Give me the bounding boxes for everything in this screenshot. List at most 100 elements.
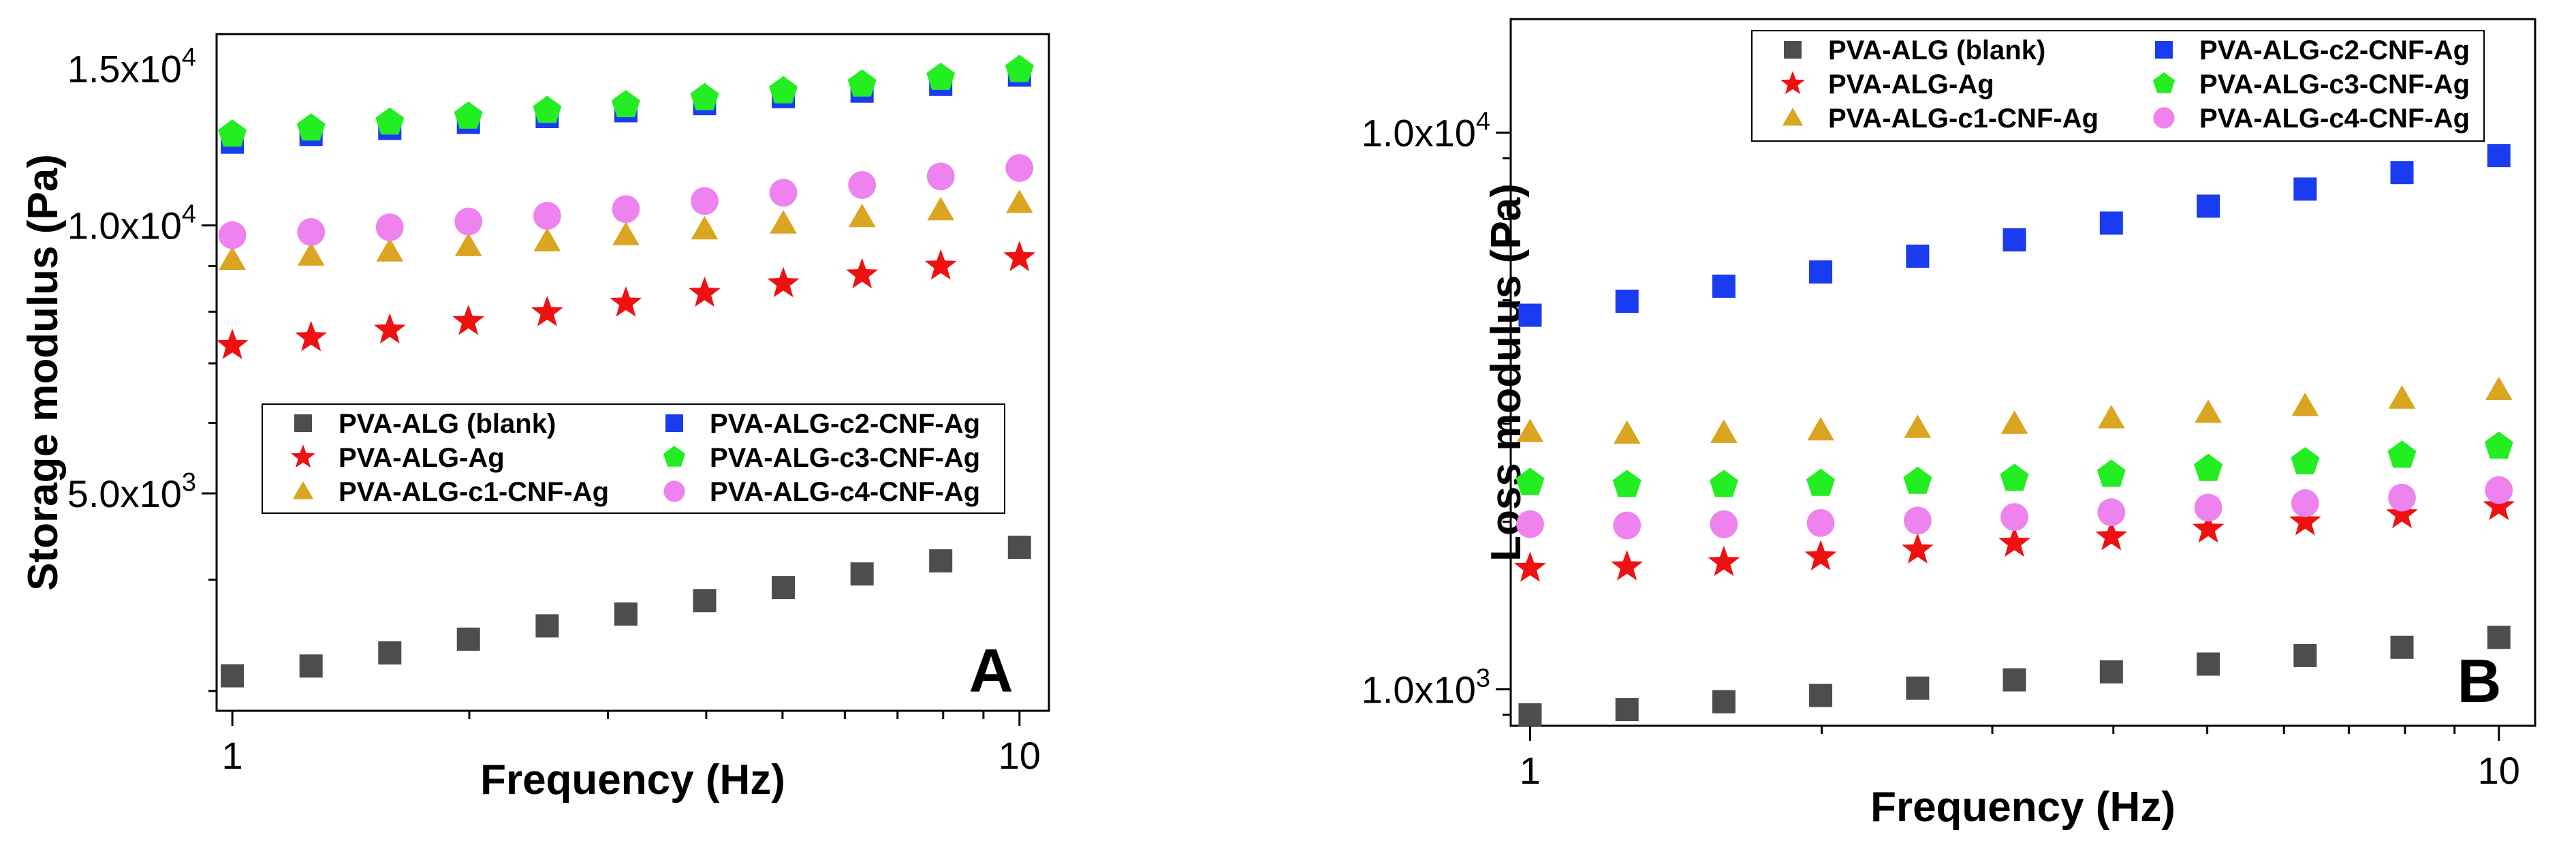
data-point — [454, 207, 483, 236]
data-point — [2002, 228, 2026, 251]
legend-label: PVA-ALG-Ag — [339, 443, 505, 473]
data-point — [1613, 420, 1641, 444]
data-point — [614, 602, 638, 626]
data-point — [295, 320, 328, 352]
data-point — [2000, 410, 2028, 434]
data-point — [375, 213, 404, 241]
data-point — [610, 286, 642, 317]
data-point — [2197, 652, 2220, 676]
data-point — [1710, 419, 1738, 443]
data-point — [373, 313, 406, 344]
legend-label: PVA-ALG-Ag — [1828, 70, 1994, 99]
data-point — [2388, 385, 2416, 409]
legend-label: PVA-ALG-c2-CNF-Ag — [2199, 35, 2470, 65]
data-point — [219, 246, 246, 270]
data-point — [297, 242, 325, 266]
y-tick-label: 5.0x103 — [67, 468, 196, 515]
legend-label: PVA-ALG-c1-CNF-Ag — [339, 477, 609, 507]
data-point — [2483, 489, 2515, 521]
data-point — [1708, 545, 1740, 577]
data-point — [2096, 459, 2126, 487]
data-point — [846, 258, 879, 289]
data-point — [2390, 635, 2414, 659]
data-point — [533, 228, 561, 251]
chart-panel-b: 1 10 1.0x103 1.0x104 Frequency (Hz) Loss modu… — [1362, 18, 2536, 831]
data-point — [927, 196, 954, 221]
legend-marker — [292, 481, 314, 500]
data-point — [2000, 503, 2028, 532]
series-pva-alg-c4-cnf-ag — [1516, 476, 2513, 540]
y-axis-title: Storage modulus (Pa) — [20, 154, 67, 591]
data-point — [2194, 493, 2222, 522]
legend-marker — [1780, 71, 1805, 95]
data-point — [2099, 660, 2123, 684]
data-point — [2098, 405, 2125, 429]
legend-marker — [1784, 41, 1802, 59]
data-point — [612, 195, 640, 224]
data-point — [456, 627, 480, 651]
data-point — [1906, 244, 1930, 268]
data-point — [926, 62, 956, 90]
data-point — [533, 95, 562, 123]
series-pva-alg-c4-cnf-ag — [218, 154, 1034, 249]
data-point — [770, 210, 797, 234]
legend-marker — [665, 414, 683, 432]
data-point — [2099, 211, 2123, 235]
data-point — [2194, 453, 2223, 481]
data-point — [611, 90, 640, 117]
data-point — [216, 328, 249, 359]
data-point — [850, 562, 874, 586]
legend-label: PVA-ALG (blank) — [339, 409, 556, 439]
data-point — [772, 576, 796, 600]
chart-panel-a: 1 10 5.0x103 1.0x104 1.5x104 Frequency (Hz) St… — [20, 33, 1050, 803]
data-point — [218, 221, 247, 249]
data-point — [2097, 498, 2126, 527]
legend-marker — [291, 444, 315, 468]
data-point — [848, 171, 877, 199]
series-pva-alg-blank- — [221, 536, 1031, 688]
data-point — [1806, 468, 1836, 496]
data-point — [691, 215, 719, 240]
data-point — [2192, 512, 2225, 543]
legend: PVA-ALG (blank) PVA-ALG-Ag PVA-ALG-c1-CNF-… — [262, 403, 1005, 514]
panel-label: A — [969, 637, 1014, 705]
data-point — [375, 107, 405, 135]
data-point — [1615, 290, 1639, 313]
series-pva-alg-c3-cnf-ag — [1515, 431, 2513, 497]
data-point — [926, 162, 955, 191]
data-point — [454, 232, 482, 256]
data-point — [218, 119, 247, 147]
data-point — [1612, 470, 1642, 497]
data-point — [1904, 414, 1932, 438]
data-point — [1615, 698, 1639, 722]
legend-box — [262, 403, 1005, 514]
data-point — [535, 614, 559, 638]
series-pva-alg-c1-cnf-ag — [1516, 376, 2513, 444]
data-point — [2000, 463, 2029, 491]
data-point — [2095, 519, 2128, 551]
data-point — [1806, 509, 1835, 537]
data-point — [1516, 510, 1544, 538]
x-tick-label: 1 — [222, 734, 243, 777]
legend-marker — [2153, 107, 2175, 129]
data-point — [2293, 643, 2317, 667]
y-tick-label: 1.0x103 — [1362, 664, 1490, 711]
y-tick-label: 1.0x104 — [67, 200, 196, 247]
data-point — [769, 179, 798, 207]
y-axis-title: Loss modulus (Pa) — [1483, 183, 1530, 562]
data-point — [1005, 154, 1034, 182]
data-point — [847, 69, 877, 97]
data-point — [1611, 550, 1644, 581]
series-pva-alg-ag — [216, 241, 1036, 359]
data-point — [2291, 393, 2319, 416]
data-point — [1712, 274, 1735, 298]
data-point — [1904, 506, 1932, 535]
data-point — [2487, 626, 2511, 649]
series-pva-alg-ag — [1514, 489, 2515, 582]
data-point — [1007, 536, 1031, 560]
legend-label: PVA-ALG (blank) — [1828, 35, 2045, 65]
data-point — [2485, 376, 2513, 401]
data-point — [376, 238, 404, 262]
data-point — [848, 203, 876, 228]
data-point — [689, 276, 721, 307]
